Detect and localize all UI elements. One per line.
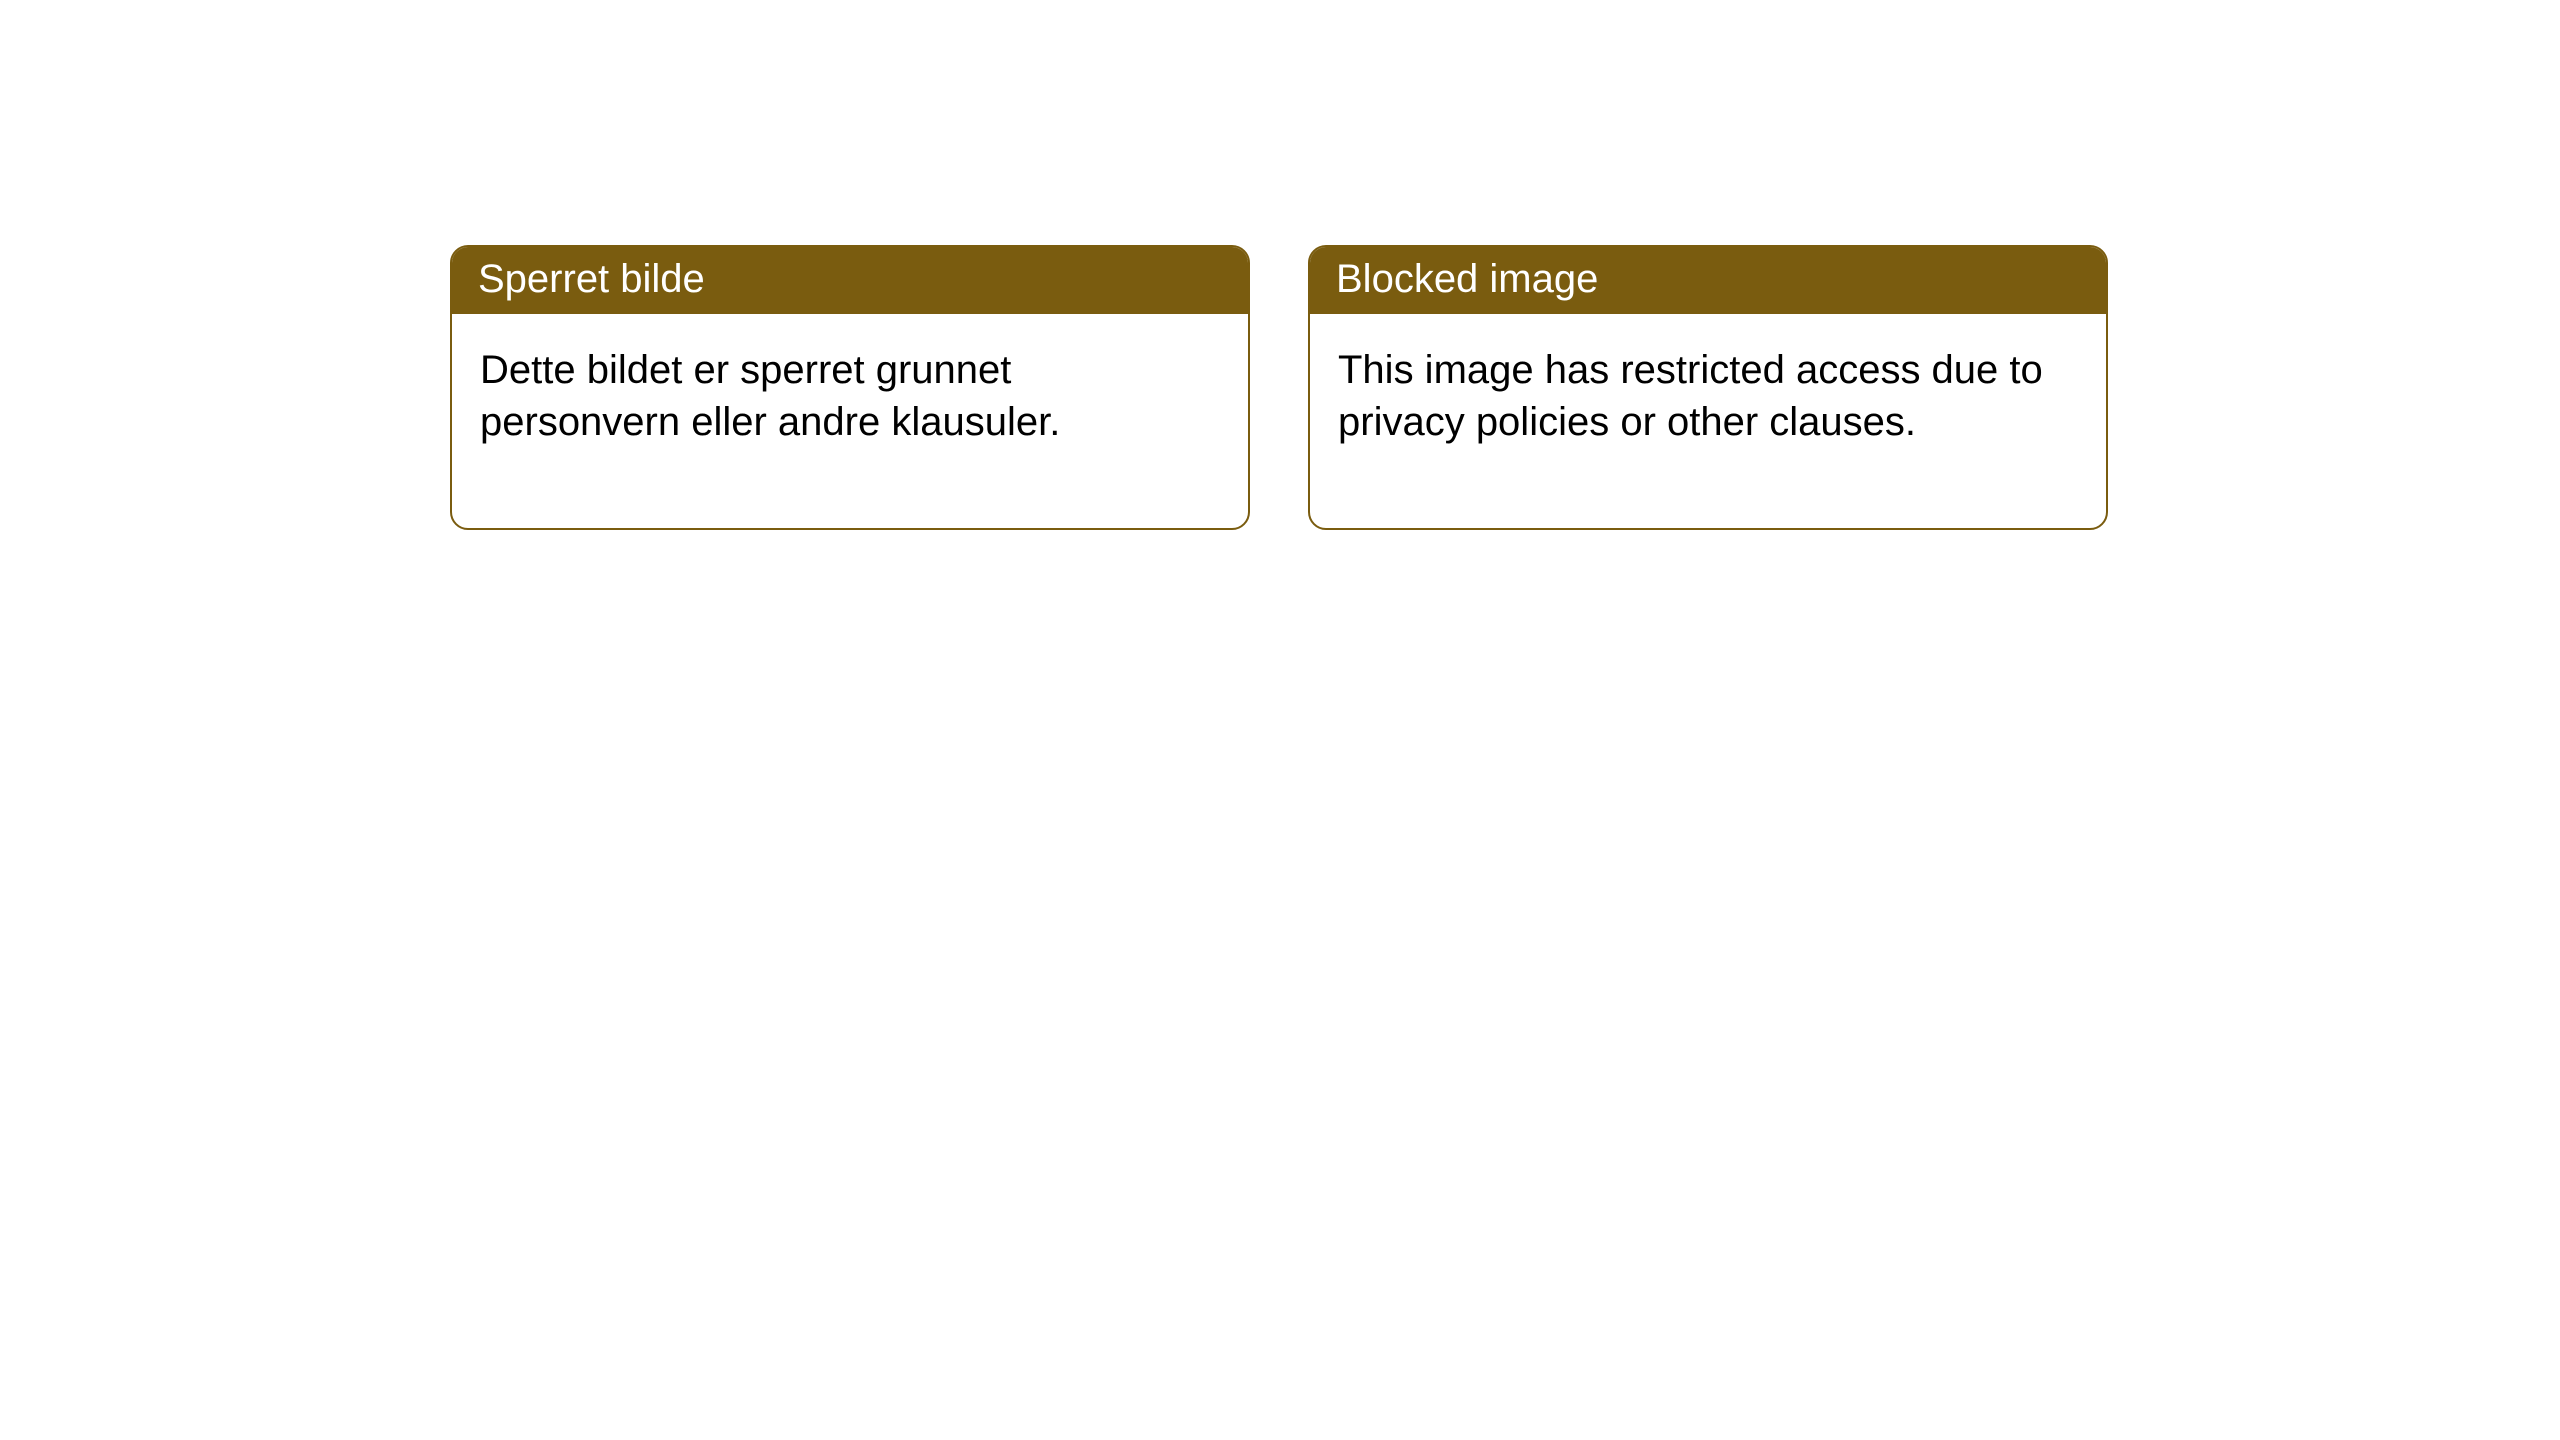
blocked-image-card-norwegian: Sperret bilde Dette bildet er sperret gr… [450,245,1250,530]
card-header-norwegian: Sperret bilde [452,247,1248,314]
card-body-english: This image has restricted access due to … [1310,314,2106,528]
blocked-image-card-english: Blocked image This image has restricted … [1308,245,2108,530]
card-header-english: Blocked image [1310,247,2106,314]
card-body-norwegian: Dette bildet er sperret grunnet personve… [452,314,1248,528]
notice-container: Sperret bilde Dette bildet er sperret gr… [450,245,2108,530]
